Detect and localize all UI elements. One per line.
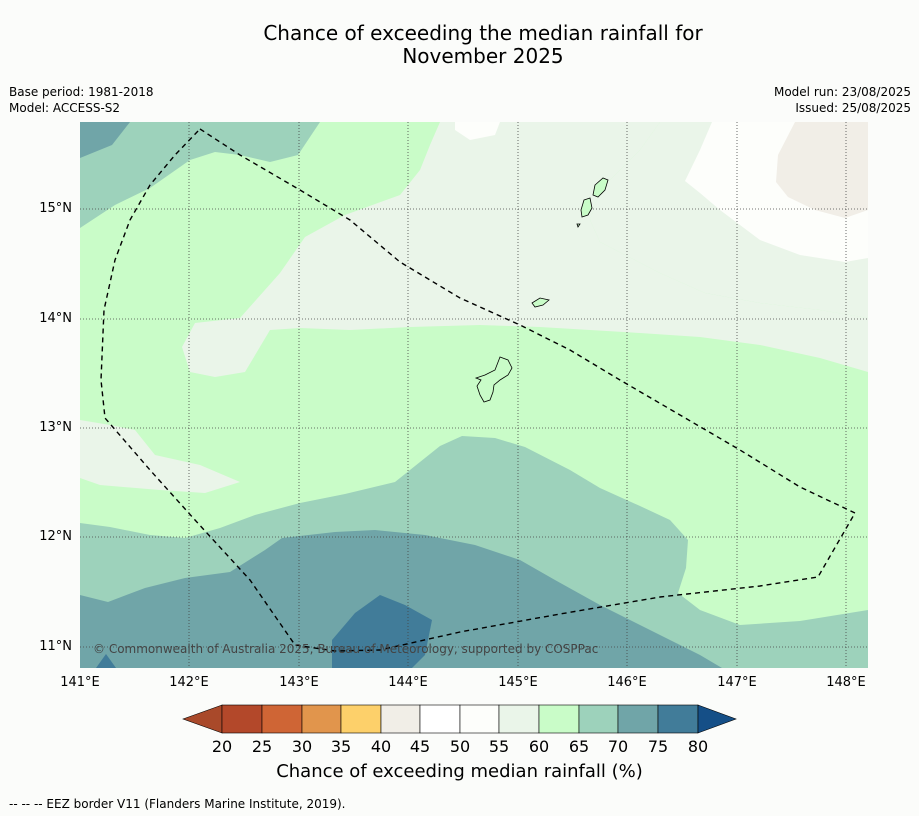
- eez-border: [100, 128, 856, 652]
- meta-right: Model run: 23/08/2025 Issued: 25/08/2025: [774, 84, 911, 116]
- guam-island: [474, 356, 513, 403]
- colorbar-segment-30-35: [301, 704, 342, 734]
- colorbar-segment-45-50: [419, 704, 461, 734]
- tinian-island: [580, 197, 593, 218]
- meta-left: Base period: 1981-2018 Model: ACCESS-S2: [9, 84, 154, 116]
- lat-label-15n: 15°N: [39, 201, 72, 216]
- colorbar-tick-25: 25: [251, 737, 273, 756]
- issued-date: Issued: 25/08/2025: [795, 101, 911, 115]
- contour-75-80-patch: [96, 654, 116, 668]
- contour-70-75-north: [80, 122, 130, 158]
- contour-55-60-central: [182, 122, 868, 377]
- colorbar-tick-30: 30: [291, 737, 313, 756]
- colorbar-segment-60-65: [538, 704, 580, 734]
- map-contours: [80, 122, 868, 668]
- title-line-1: Chance of exceeding the median rainfall …: [263, 21, 703, 45]
- lon-label-144e: 144°E: [388, 675, 428, 690]
- eez-footnote: -- -- -- EEZ border V11 (Flanders Marine…: [9, 797, 346, 811]
- lat-label-14n: 14°N: [39, 311, 72, 326]
- colorbar-segment-upper-extension: [697, 704, 737, 734]
- contour-65-70-north: [80, 122, 320, 228]
- colorbar-tick-60: 60: [528, 737, 550, 756]
- colorbar-tick-65: 65: [568, 737, 590, 756]
- contour-55-60-west: [80, 420, 240, 493]
- colorbar-segment-75-80: [657, 704, 699, 734]
- title-line-2: November 2025: [402, 44, 564, 68]
- lon-label-146e: 146°E: [607, 675, 647, 690]
- saipan-island: [592, 177, 609, 198]
- colorbar-tick-80: 80: [687, 737, 709, 756]
- colorbar-segment-55-60: [498, 704, 540, 734]
- colorbar-tick-40: 40: [370, 737, 392, 756]
- lat-label-13n: 13°N: [39, 420, 72, 435]
- contour-70-75: [80, 530, 722, 668]
- model-run: Model run: 23/08/2025: [773, 85, 911, 99]
- contour-75-80: [332, 595, 432, 668]
- islands: [474, 177, 609, 403]
- colorbar-segment-20-25: [221, 704, 263, 734]
- colorbar-segment-70-75: [617, 704, 659, 734]
- colorbar: [182, 704, 737, 734]
- base-period: Base period: 1981-2018: [9, 85, 154, 99]
- colorbar-segment-50-55: [459, 704, 500, 734]
- model-name: Model: ACCESS-S2: [9, 101, 121, 115]
- graticule: [80, 122, 868, 668]
- colorbar-segment-25-30: [261, 704, 303, 734]
- lon-label-148e: 148°E: [826, 675, 866, 690]
- contour-45-50: [776, 122, 868, 218]
- colorbar-tick-70: 70: [607, 737, 629, 756]
- colorbar-tick-45: 45: [409, 737, 431, 756]
- colorbar-segment-40-45: [380, 704, 421, 734]
- colorbar-segment-65-70: [578, 704, 619, 734]
- aguijan-island: [576, 223, 581, 228]
- colorbar-segment-lower-extension: [182, 704, 223, 734]
- contour-50-55-patch: [455, 122, 500, 140]
- colorbar-tick-50: 50: [449, 737, 471, 756]
- lon-label-143e: 143°E: [279, 675, 319, 690]
- lon-label-142e: 142°E: [169, 675, 209, 690]
- lat-label-11n: 11°N: [39, 639, 72, 654]
- colorbar-tick-55: 55: [488, 737, 510, 756]
- colorbar-tick-20: 20: [211, 737, 233, 756]
- rota-island: [531, 297, 550, 308]
- lon-label-141e: 141°E: [60, 675, 100, 690]
- copyright-notice: © Commonwealth of Australia 2025, Bureau…: [93, 642, 599, 656]
- colorbar-title: Chance of exceeding median rainfall (%): [276, 761, 643, 782]
- lon-label-145e: 145°E: [498, 675, 538, 690]
- colorbar-segment-35-40: [340, 704, 382, 734]
- colorbar-tick-35: 35: [330, 737, 352, 756]
- colorbar-tick-75: 75: [647, 737, 669, 756]
- lon-label-147e: 147°E: [717, 675, 757, 690]
- lat-label-12n: 12°N: [39, 529, 72, 544]
- map-title: Chance of exceeding the median rainfall …: [0, 22, 919, 68]
